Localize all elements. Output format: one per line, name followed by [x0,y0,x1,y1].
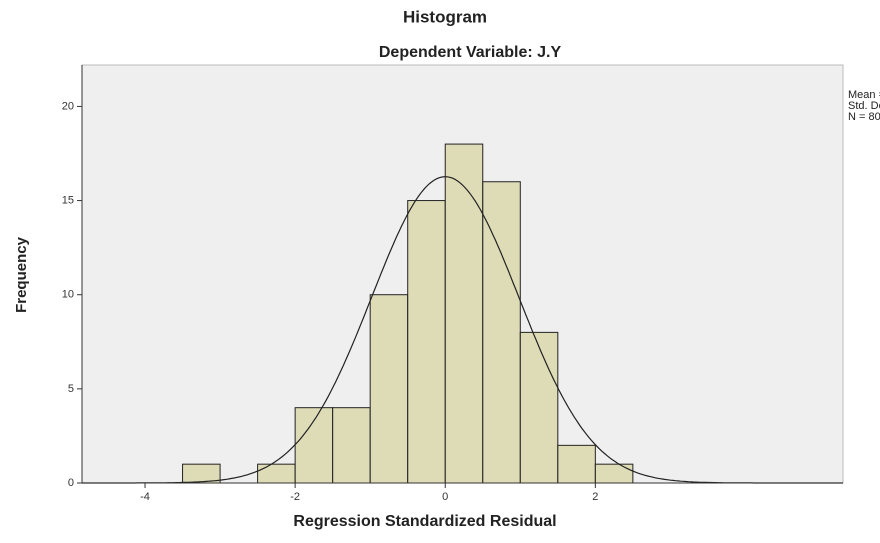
x-tick-label: -4 [140,491,150,503]
chart-title: Histogram [403,7,487,26]
bar [295,408,333,483]
page: Histogram Dependent Variable: J.Y Regres… [0,0,880,543]
bar [408,201,446,483]
bar [370,295,408,483]
x-axis-label: Regression Standardized Residual [293,513,556,530]
y-tick-label: 15 [62,194,74,206]
chart: Histogram Dependent Variable: J.Y Regres… [0,0,880,538]
bar [520,332,558,483]
bar [595,464,633,483]
bar [558,445,596,483]
y-tick-label: 5 [68,383,74,395]
bar [445,144,483,483]
x-tick-label: -2 [290,491,300,503]
chart-subtitle: Dependent Variable: J.Y [379,44,562,61]
y-tick-label: 10 [62,289,74,301]
bar [258,464,296,483]
y-tick-label: 20 [62,100,74,112]
y-axis-label: Frequency [13,236,30,313]
bar [483,182,521,483]
x-tick-label: 0 [442,491,448,503]
bar [333,408,371,483]
y-tick-label: 0 [68,477,74,489]
stat-label: N = 80 [848,111,880,123]
x-tick-label: 2 [592,491,598,503]
